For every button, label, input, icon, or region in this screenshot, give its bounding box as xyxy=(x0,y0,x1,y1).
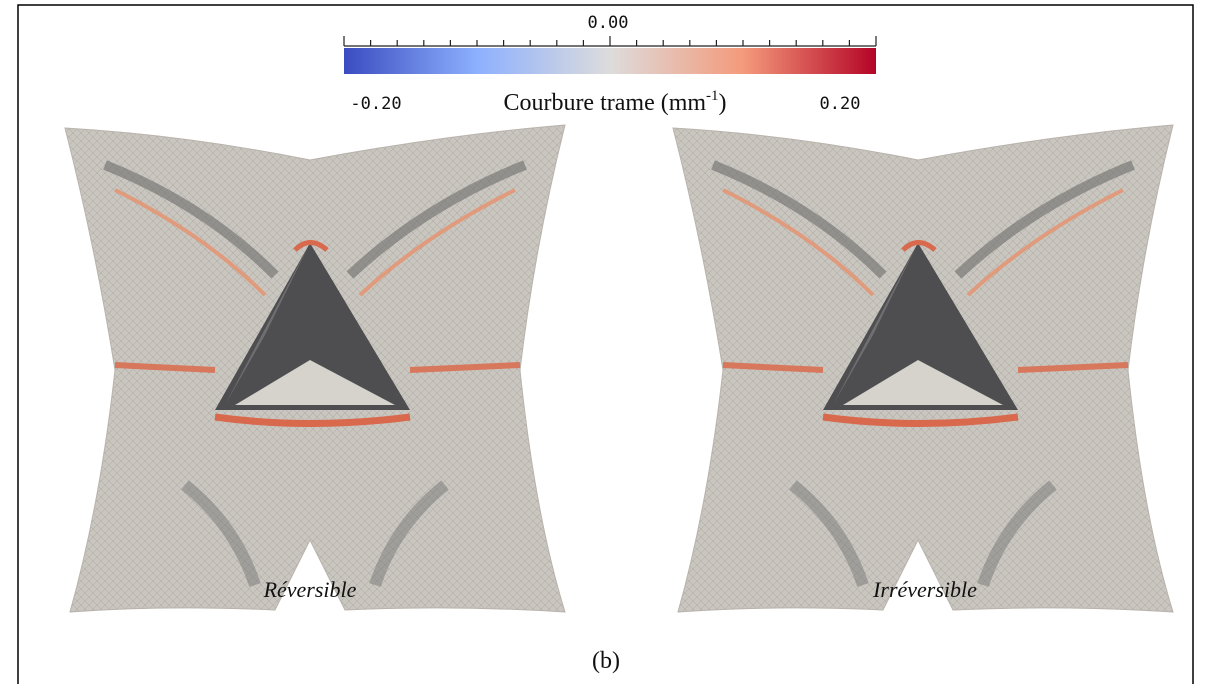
colorbar-title: Courbure trame (mm-1) xyxy=(503,88,726,116)
colorbar-title-close: ) xyxy=(719,90,727,116)
fabric-reversible xyxy=(65,125,565,612)
panel-label: Irréversible xyxy=(872,577,977,602)
fabric-irreversible xyxy=(673,125,1173,612)
colorbar-ticks xyxy=(343,36,877,47)
caption: (b) xyxy=(592,648,620,674)
colorbar-center-label: 0.00 xyxy=(588,13,629,33)
colorbar-gradient xyxy=(344,48,876,74)
panel-label: Réversible xyxy=(263,577,357,602)
frame xyxy=(17,4,1194,684)
colorbar-max-label: 0.20 xyxy=(820,94,861,114)
colorbar-title-exponent: -1 xyxy=(706,88,719,104)
colorbar: 0.00 -0.20 0.20 Courbure trame (mm-1) xyxy=(343,13,877,116)
colorbar-title-text: Courbure trame (mm xyxy=(503,90,706,116)
colorbar-min-label: -0.20 xyxy=(350,94,401,114)
